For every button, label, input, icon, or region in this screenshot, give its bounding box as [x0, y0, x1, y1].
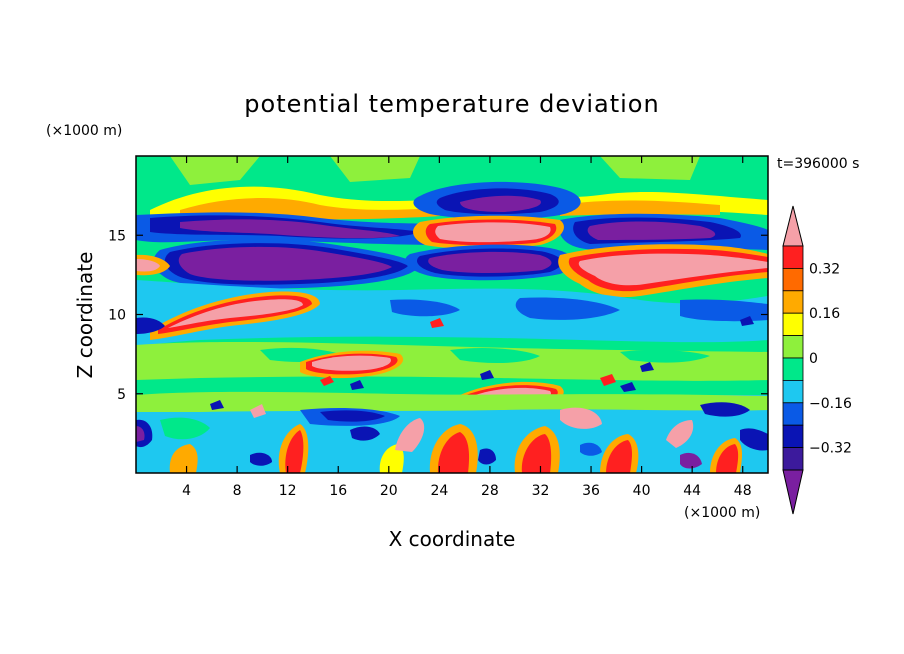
time-label: t=396000 s [777, 156, 859, 172]
colorbar-labels: 0.32 0.16 0 −0.16 −0.32 [809, 261, 852, 456]
x-tick-label: 32 [532, 483, 550, 499]
colorbar-tick-label: 0.16 [809, 306, 840, 322]
x-axis-ticks: 4 8 12 16 20 24 28 32 36 40 44 48 [182, 156, 752, 499]
x-tick-label: 36 [582, 483, 600, 499]
colorbar-tick-label: 0 [809, 351, 818, 367]
colorbar-segment [782, 335, 804, 359]
colorbar-segment [782, 379, 804, 404]
chart-title: potential temperature deviation [244, 90, 659, 118]
x-unit-label: (×1000 m) [684, 505, 760, 521]
colorbar-segment [782, 402, 804, 426]
colorbar-segment [782, 290, 804, 314]
y-axis-ticks: 5 10 15 [108, 228, 768, 403]
y-tick-label: 10 [108, 308, 126, 324]
colorbar-segment [782, 447, 804, 471]
colorbar-extend-bottom [782, 469, 804, 515]
x-tick-label: 48 [734, 483, 752, 499]
x-axis-title: X coordinate [389, 527, 516, 551]
x-tick-label: 20 [380, 483, 398, 499]
x-tick-label: 12 [279, 483, 297, 499]
y-unit-label: (×1000 m) [46, 123, 122, 139]
colorbar-tick-label: −0.16 [809, 396, 852, 412]
colorbar-segment [782, 267, 804, 292]
x-tick-label: 24 [430, 483, 448, 499]
colorbar-segment [782, 312, 804, 337]
colorbar-tick-label: 0.32 [809, 261, 840, 277]
x-tick-label: 40 [633, 483, 651, 499]
colorbar-extend-top [782, 205, 804, 247]
y-tick-label: 5 [117, 387, 126, 403]
x-tick-label: 28 [481, 483, 499, 499]
x-tick-label: 4 [182, 483, 191, 499]
x-tick-label: 44 [683, 483, 701, 499]
x-tick-label: 16 [329, 483, 347, 499]
colorbar-segment [782, 245, 804, 269]
colorbar-tick-label: −0.32 [809, 441, 852, 457]
contour-field [136, 156, 768, 473]
colorbar-segment [782, 424, 804, 449]
colorbar-segment [782, 357, 804, 381]
y-tick-label: 15 [108, 228, 126, 244]
x-tick-label: 8 [233, 483, 242, 499]
y-axis-title: Z coordinate [73, 252, 97, 379]
colorbar [782, 205, 804, 515]
